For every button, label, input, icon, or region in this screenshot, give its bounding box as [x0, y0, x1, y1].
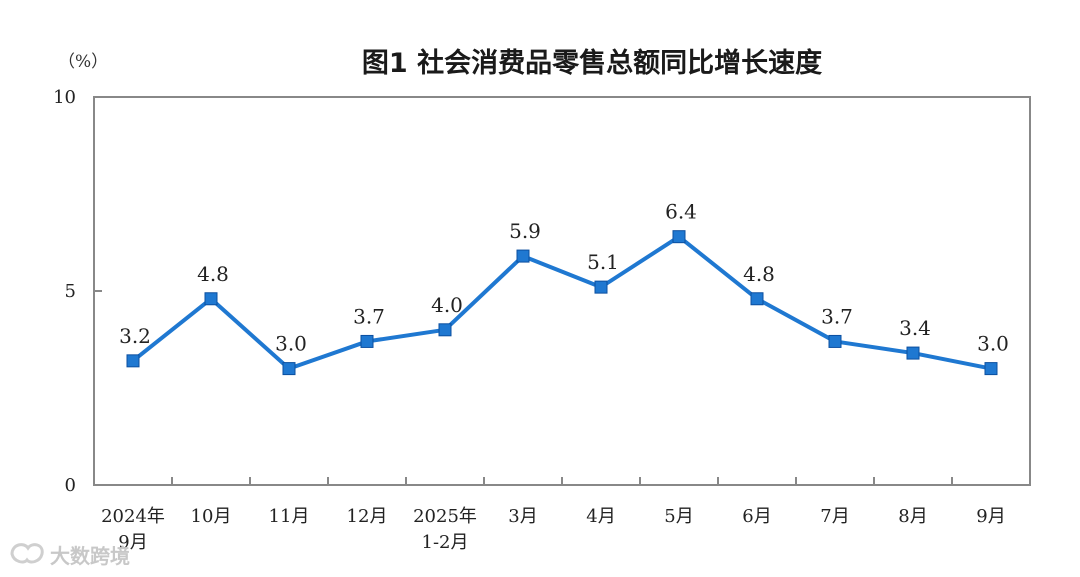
data-point-marker	[204, 292, 218, 306]
x-tick-label: 2025年	[413, 506, 477, 527]
data-point-marker	[672, 230, 686, 244]
data-label: 3.0	[275, 332, 307, 356]
x-tick-label: 9月	[976, 506, 1005, 527]
x-tick-label: 3月	[508, 506, 537, 527]
y-tick-label: 0	[65, 475, 76, 496]
data-label: 3.7	[821, 304, 853, 328]
x-tick-label: 11月	[269, 506, 310, 527]
x-tick-label: 9月	[118, 532, 147, 553]
data-point-marker	[750, 292, 764, 306]
y-tick-label: 10	[53, 87, 76, 108]
data-point-marker	[126, 354, 140, 368]
watermark-logo-icon	[10, 543, 44, 564]
data-label: 5.9	[509, 219, 541, 243]
data-label: 4.8	[197, 262, 229, 286]
data-label: 6.4	[665, 200, 697, 224]
chart-title: 图1 社会消费品零售总额同比增长速度	[362, 47, 822, 79]
x-tick-label: 6月	[742, 506, 771, 527]
data-label: 4.0	[431, 293, 463, 317]
data-label: 4.8	[743, 262, 775, 286]
data-point-marker	[516, 249, 530, 263]
y-axis-unit: （%）	[58, 52, 108, 72]
data-point-marker	[438, 323, 452, 337]
x-tick-label: 12月	[347, 506, 388, 527]
x-tick-label: 5月	[664, 506, 693, 527]
watermark: 大数跨境	[10, 543, 130, 568]
x-tick-label: 1-2月	[422, 532, 469, 553]
x-axis: 2024年 9月 10月 11月 12月 2025年 1-2月 3月 4月 5月 6月 7月 8月 9月	[93, 477, 1031, 553]
data-point-marker	[282, 362, 296, 376]
x-tick-label: 8月	[898, 506, 927, 527]
data-label: 3.4	[899, 316, 931, 340]
data-point-marker	[594, 280, 608, 294]
watermark-text: 大数跨境	[50, 544, 130, 568]
series-line	[126, 230, 998, 376]
x-tick-label: 4月	[586, 506, 615, 527]
data-label: 3.2	[119, 324, 151, 348]
data-point-marker	[984, 362, 998, 376]
data-label: 3.0	[977, 332, 1009, 356]
data-point-marker	[828, 334, 842, 348]
data-label: 5.1	[587, 250, 619, 274]
x-tick-label: 10月	[191, 506, 232, 527]
data-label: 3.7	[353, 304, 385, 328]
x-tick-label: 7月	[820, 506, 849, 527]
y-axis: 0 5 10	[53, 87, 102, 496]
series-polyline	[131, 234, 992, 371]
data-labels: 3.2 4.8 3.0 3.7 4.0 5.9 5.1 6.4 4.8 3.7 3.4 3.0	[119, 200, 1009, 356]
plot-frame	[93, 96, 1031, 486]
data-point-marker	[360, 334, 374, 348]
data-point-marker	[906, 346, 920, 360]
y-tick-label: 5	[65, 281, 76, 302]
x-tick-label: 2024年	[101, 506, 165, 527]
